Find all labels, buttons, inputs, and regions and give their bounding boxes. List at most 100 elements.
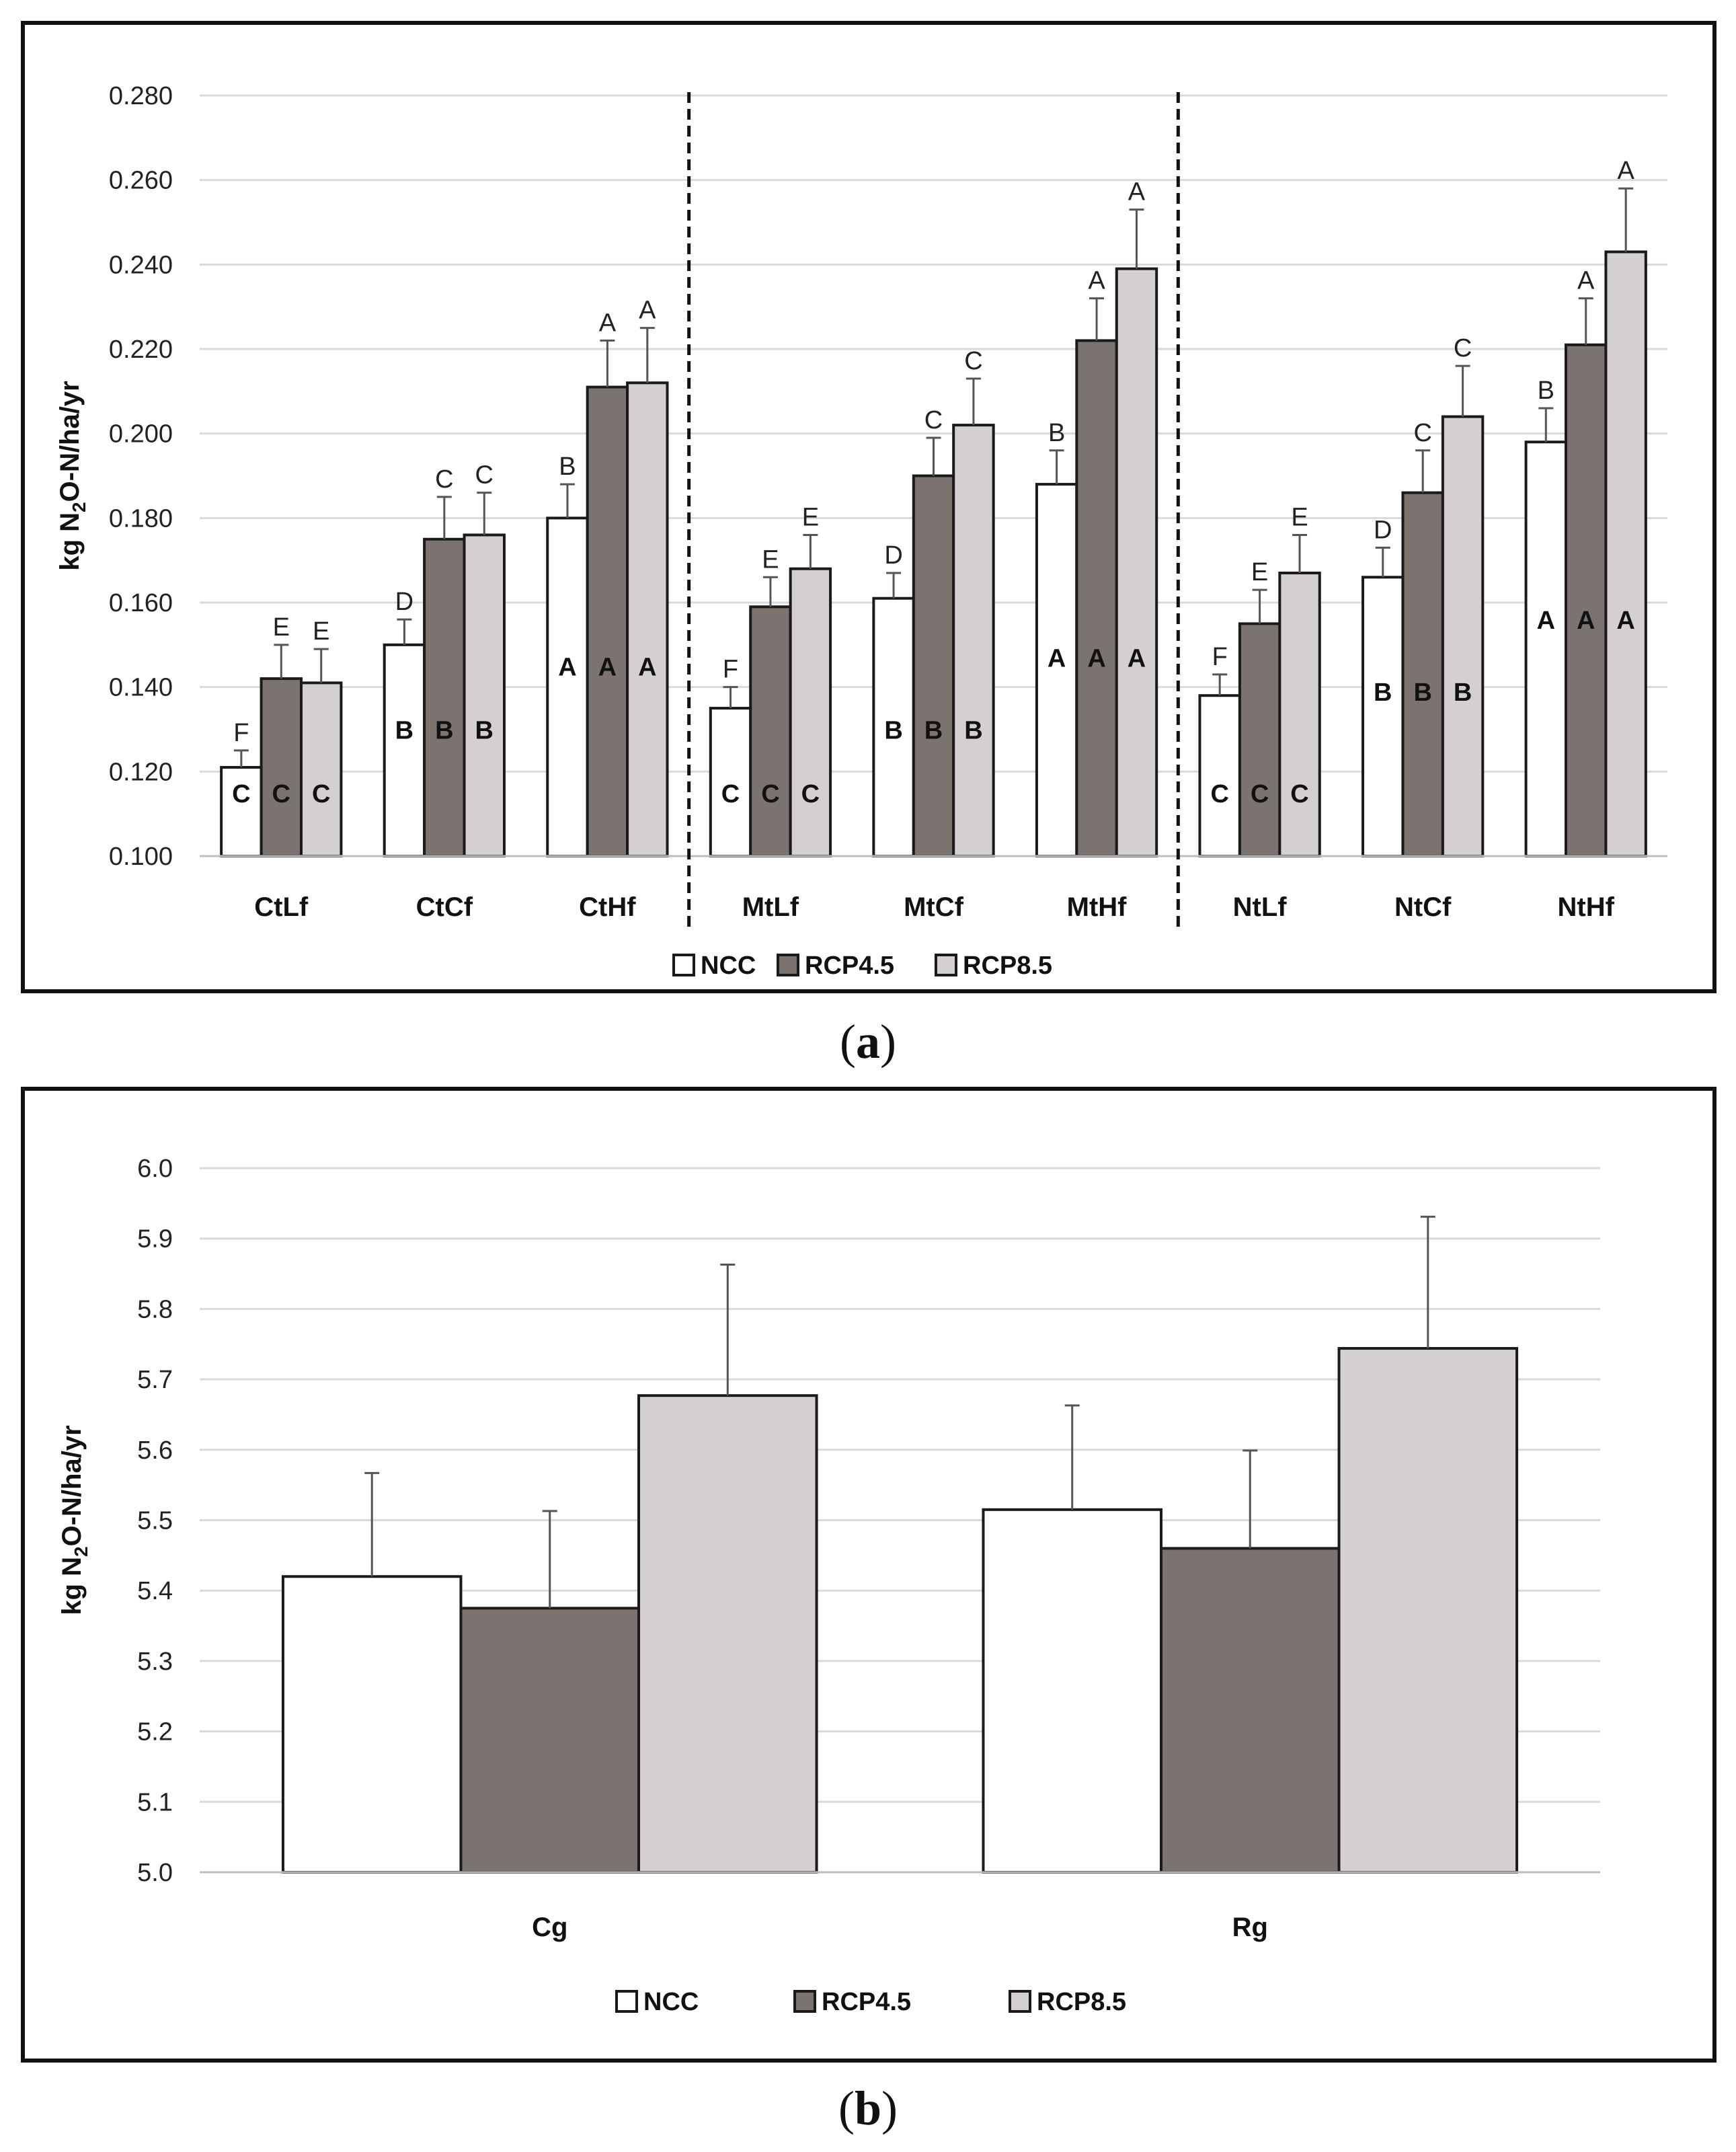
x-category-label: CtCf <box>416 892 473 922</box>
legend-label-rcp45: RCP4.5 <box>805 952 894 980</box>
bar-rcp85-mtcf <box>952 424 995 857</box>
bar-rcp85-cg <box>637 1394 818 1874</box>
bar-ncc-rg <box>982 1508 1162 1874</box>
significance-letter-top: A <box>1577 267 1595 295</box>
significance-letter-top: A <box>1088 267 1105 295</box>
y-tick-label: 5.9 <box>137 1225 173 1254</box>
significance-letter-top: F <box>233 719 249 747</box>
bar-rcp45-ntcf <box>1401 491 1444 857</box>
significance-letter-top: A <box>1128 178 1146 206</box>
chart-panel-a: 0.100 0.120 0.140 0.160 0.180 0.200 0.220 0.240… <box>21 21 1717 993</box>
significance-letter-top: B <box>1048 419 1065 447</box>
y-tick-label: 5.7 <box>137 1366 173 1394</box>
y-axis-label-part: kg N <box>55 512 85 571</box>
significance-letter-inner: C <box>1290 780 1308 808</box>
significance-letter-inner: C <box>232 780 250 808</box>
significance-letter-top: E <box>1251 558 1268 586</box>
bar-ncc-ctcf <box>383 643 426 857</box>
x-category-label: NtHf <box>1558 892 1615 922</box>
legend-label-ncc: NCC <box>643 1988 699 2016</box>
bar-ncc-ntcf <box>1362 576 1405 857</box>
y-tick-label: 5.0 <box>137 1859 173 1887</box>
significance-letter-inner: A <box>1128 645 1146 673</box>
y-axis-label-part: O-N/ha/yr <box>57 1425 87 1546</box>
significance-letter-top: F <box>1212 643 1228 671</box>
significance-letter-top: F <box>723 656 738 684</box>
bar-rcp45-rg <box>1159 1547 1341 1874</box>
y-axis-label-subscript: 2 <box>71 1546 91 1557</box>
bar-rcp45-cthf <box>586 385 629 857</box>
significance-letter-inner: C <box>272 780 290 808</box>
bar-rcp85-ctcf <box>463 533 506 857</box>
significance-letter-inner: A <box>1048 645 1066 673</box>
significance-letter-inner: B <box>924 717 943 745</box>
significance-letter-inner: B <box>1454 679 1472 707</box>
y-tick-label: 0.120 <box>109 758 173 786</box>
significance-letter-inner: C <box>761 780 779 808</box>
x-category-label: NtLf <box>1233 892 1288 922</box>
significance-letter-inner: B <box>1374 679 1392 707</box>
caption-b-label: b <box>854 2081 882 2135</box>
significance-letter-inner: B <box>884 717 902 745</box>
significance-letter-top: C <box>964 347 982 375</box>
significance-letter-inner: A <box>1577 607 1595 635</box>
significance-letter-top: A <box>1617 157 1634 185</box>
legend-label-rcp85: RCP8.5 <box>963 952 1052 980</box>
y-tick-label: 0.240 <box>109 251 173 279</box>
y-tick-label: 5.4 <box>137 1577 173 1605</box>
legend-swatch-ncc <box>672 954 695 976</box>
y-tick-label: 0.100 <box>109 843 173 871</box>
bar-rcp45-mthf <box>1075 339 1118 857</box>
significance-letter-top: C <box>924 406 943 434</box>
y-tick-label: 5.1 <box>137 1788 173 1816</box>
significance-letter-inner: B <box>964 717 982 745</box>
legend-label-ncc: NCC <box>701 952 756 980</box>
bar-ncc-cthf <box>546 516 589 857</box>
significance-letter-inner: A <box>1616 607 1634 635</box>
significance-letter-inner: C <box>1210 780 1228 808</box>
significance-letter-inner: C <box>312 780 330 808</box>
y-tick-label: 0.140 <box>109 674 173 702</box>
bar-rcp45-cg <box>459 1607 641 1874</box>
significance-letter-top: C <box>435 465 453 494</box>
bar-rcp45-mtcf <box>912 474 955 857</box>
x-category-label: Rg <box>1232 1913 1268 1942</box>
y-tick-label: 0.180 <box>109 504 173 533</box>
significance-letter-inner: A <box>1087 645 1105 673</box>
bar-rcp85-ntlf <box>1278 572 1321 857</box>
bar-rcp45-mtlf <box>749 605 792 857</box>
significance-letter-inner: C <box>801 780 820 808</box>
y-tick-label: 5.8 <box>137 1295 173 1323</box>
legend-swatch-ncc <box>615 1990 638 2013</box>
y-tick-label: 5.6 <box>137 1436 173 1465</box>
significance-letter-top: E <box>313 617 329 646</box>
bar-rcp45-ctcf <box>423 537 466 857</box>
y-tick-label: 5.2 <box>137 1718 173 1746</box>
x-category-label: MtCf <box>904 892 964 922</box>
y-axis-label: kg N2O-N/ha/yr <box>57 1425 91 1615</box>
y-axis-label-subscript: 2 <box>69 502 89 512</box>
significance-letter-inner: B <box>435 717 453 745</box>
significance-letter-top: A <box>599 309 617 337</box>
significance-letter-top: E <box>762 545 779 574</box>
significance-letter-inner: B <box>395 717 413 745</box>
y-tick-label: 0.160 <box>109 589 173 617</box>
significance-letter-top: E <box>273 613 290 642</box>
x-category-label: CtLf <box>254 892 309 922</box>
y-tick-label: 6.0 <box>137 1155 173 1183</box>
caption-b: (b) <box>838 2081 898 2135</box>
legend-swatch-rcp45 <box>793 1990 816 2013</box>
bar-rcp85-nthf <box>1604 250 1647 857</box>
significance-letter-top: D <box>395 588 413 616</box>
chart-panel-b: 5.0 5.1 5.2 5.3 5.4 5.5 5.6 5.7 5.8 5.9 6.0 kg N2O-… <box>21 1087 1717 2063</box>
significance-letter-inner: B <box>1413 679 1431 707</box>
y-axis-label-part: kg N <box>57 1557 87 1615</box>
y-axis-label: kg N2O-N/ha/yr <box>55 381 89 570</box>
significance-letter-inner: A <box>598 653 617 681</box>
bar-ncc-ntlf <box>1198 694 1241 857</box>
caption-a-label: a <box>856 1015 880 1069</box>
legend-swatch-rcp85 <box>935 954 957 976</box>
significance-letter-inner: C <box>721 780 740 808</box>
significance-letter-inner: A <box>1537 607 1555 635</box>
legend-swatch-rcp85 <box>1009 1990 1031 2013</box>
